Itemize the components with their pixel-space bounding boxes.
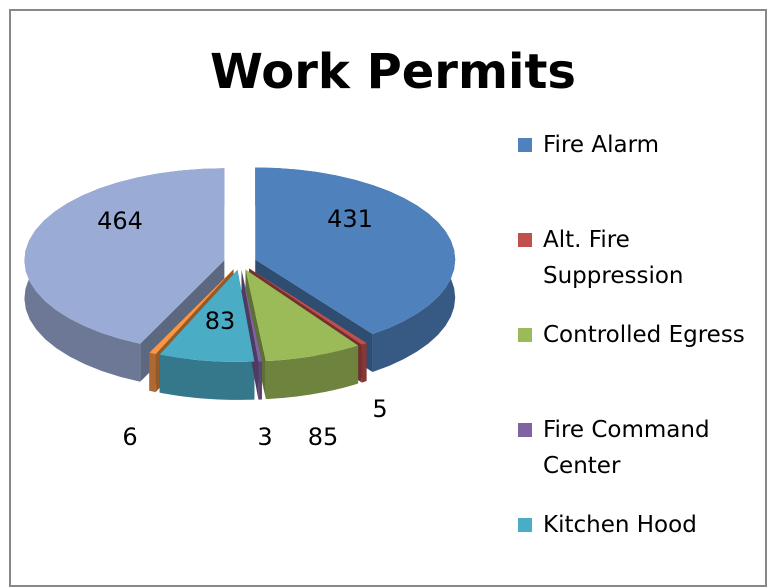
data-label: 6 — [122, 423, 137, 451]
pie-slice — [24, 168, 225, 344]
data-label: 85 — [308, 423, 339, 451]
data-label: 5 — [372, 395, 387, 423]
pie-slice — [241, 269, 262, 362]
legend-label: Fire Alarm — [543, 132, 660, 158]
slice-face — [241, 269, 259, 400]
slice-side — [361, 343, 367, 383]
pie-slice — [149, 269, 234, 355]
legend-item: Kitchen Hood — [518, 507, 758, 543]
legend-label: Kitchen Hood — [543, 512, 697, 538]
chart-title: Work Permits — [210, 44, 576, 100]
data-label: 83 — [205, 307, 236, 335]
legend-swatch — [518, 138, 532, 152]
legend-label: Controlled Egress — [543, 322, 745, 348]
legend-label: Fire Command Center — [543, 417, 710, 479]
pie-slice — [255, 167, 456, 335]
legend-swatch — [518, 328, 532, 342]
pie-slice — [159, 269, 255, 362]
legend-item: Alt. Fire Suppression — [518, 222, 758, 294]
legend-swatch — [518, 518, 532, 532]
slice-side — [149, 352, 156, 393]
data-label: 464 — [97, 207, 143, 235]
legend-item: Fire Command Center — [518, 412, 758, 484]
data-label: 3 — [257, 423, 272, 451]
pie-slice — [245, 269, 359, 362]
legend-item: Fire Alarm — [518, 127, 758, 163]
legend-swatch — [518, 423, 532, 437]
data-label: 431 — [327, 205, 373, 233]
legend-item: Controlled Egress — [518, 317, 758, 353]
slice-side — [159, 354, 255, 400]
slice-side — [258, 361, 262, 400]
slice-side — [265, 345, 359, 400]
legend-label: Alt. Fire Suppression — [543, 227, 684, 289]
legend-swatch — [518, 233, 532, 247]
pie-slice — [249, 268, 367, 345]
